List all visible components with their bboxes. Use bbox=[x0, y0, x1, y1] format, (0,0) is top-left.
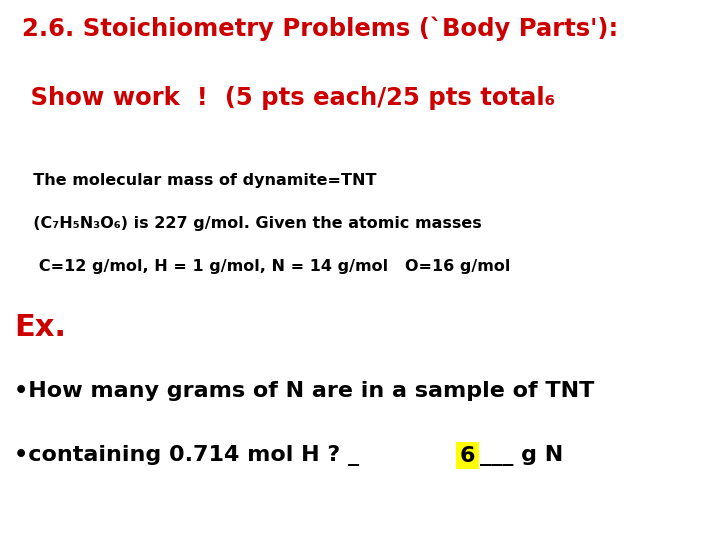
Text: 2.6. Stoichiometry Problems (`Body Parts'):: 2.6. Stoichiometry Problems (`Body Parts… bbox=[22, 16, 618, 40]
Text: 6: 6 bbox=[460, 446, 475, 465]
Text: The molecular mass of dynamite=TNT: The molecular mass of dynamite=TNT bbox=[22, 173, 376, 188]
Text: ___ g N: ___ g N bbox=[480, 446, 563, 467]
Text: (C₇H₅N₃O₆) is 227 g/mol. Given the atomic masses: (C₇H₅N₃O₆) is 227 g/mol. Given the atomi… bbox=[22, 216, 482, 231]
Text: •How many grams of N are in a sample of TNT: •How many grams of N are in a sample of … bbox=[14, 381, 595, 401]
Text: Ex.: Ex. bbox=[14, 313, 66, 342]
Text: C=12 g/mol, H = 1 g/mol, N = 14 g/mol   O=16 g/mol: C=12 g/mol, H = 1 g/mol, N = 14 g/mol O=… bbox=[22, 259, 510, 274]
Text: Show work  !  (5 pts each/25 pts total₆: Show work ! (5 pts each/25 pts total₆ bbox=[22, 86, 555, 110]
Text: •containing 0.714 mol H ? _: •containing 0.714 mol H ? _ bbox=[14, 446, 359, 467]
